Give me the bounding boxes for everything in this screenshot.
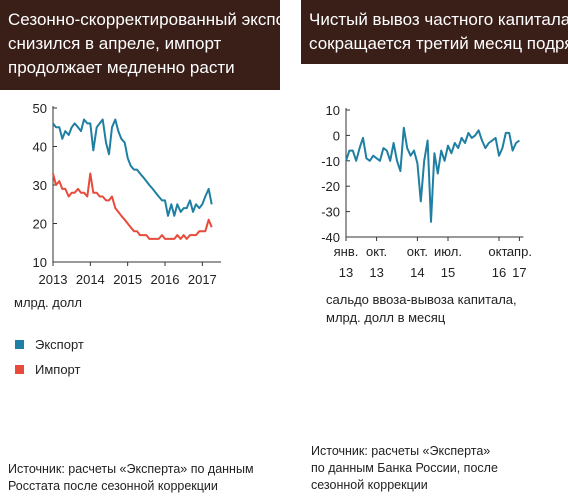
x-tick-year: 17 xyxy=(512,265,526,280)
x-tick-year: 14 xyxy=(410,265,424,280)
legend-swatch-import xyxy=(15,365,24,374)
right-source-line-2: по данным Банка России, после xyxy=(311,461,498,475)
y-tick-label: 30 xyxy=(33,178,47,193)
x-tick-month: окт. xyxy=(407,244,428,259)
y-tick-label: -30 xyxy=(321,205,340,220)
right-source-line-3: сезонной коррекции xyxy=(311,478,428,492)
y-tick-label: -20 xyxy=(321,179,340,194)
right-title-line-1: Чистый вывоз частного капитала xyxy=(309,10,568,29)
x-tick-year: 13 xyxy=(339,265,353,280)
note-line-2: млрд. долл в месяц xyxy=(326,310,446,325)
y-tick-label: -10 xyxy=(321,154,340,169)
right-chart-note: сальдо ввоза-вывоза капитала, млрд. долл… xyxy=(326,291,517,327)
right-source-line-1: Источник: расчеты «Эксперта» xyxy=(311,444,491,458)
x-tick-month: апр. xyxy=(507,244,532,259)
left-title-line-1: Сезонно-скорректированный экспорт xyxy=(8,10,302,29)
x-tick-label: 2017 xyxy=(188,272,217,287)
legend-label-import: Импорт xyxy=(35,362,81,377)
export-import-chart: 10 20 30 40 50 2013 2014 2015 2016 2017 млрд. долл xyxy=(14,101,221,310)
x-tick-month: окт. xyxy=(488,244,509,259)
x-tick-label: 2013 xyxy=(39,272,68,287)
right-chart-title: Чистый вывоз частного капитала сокращает… xyxy=(301,0,568,64)
y-tick-label: -40 xyxy=(321,230,340,245)
right-title-line-2: сокращается третий месяц подряд xyxy=(309,34,568,53)
import-series-line xyxy=(52,172,213,240)
x-tick-year: 15 xyxy=(441,265,455,280)
x-tick-year: 13 xyxy=(369,265,383,280)
legend-label-export: Экспорт xyxy=(35,337,84,352)
left-chart-title: Сезонно-скорректированный экспорт снизил… xyxy=(0,0,302,90)
legend-swatch-export xyxy=(15,340,24,349)
right-source-note: Источник: расчеты «Эксперта» по данным Б… xyxy=(311,443,498,494)
x-tick-label: 2014 xyxy=(76,272,105,287)
x-tick-month: окт. xyxy=(366,244,387,259)
x-tick-label: 2015 xyxy=(113,272,142,287)
x-tick-month: янв. xyxy=(334,244,359,259)
y-tick-label: 40 xyxy=(33,140,47,155)
y-tick-label: 50 xyxy=(33,101,47,116)
legend-item-export: Экспорт xyxy=(15,337,84,352)
left-title-line-3: продолжает медленно расти xyxy=(8,58,235,77)
legend-item-import: Импорт xyxy=(15,362,80,377)
y-tick-label: 10 xyxy=(33,255,47,270)
left-source-line-2: Росстата после сезонной коррекции xyxy=(8,479,218,493)
y-unit-label: млрд. долл xyxy=(14,295,82,310)
capital-flow-line xyxy=(345,126,520,223)
x-tick-year: 16 xyxy=(492,265,506,280)
export-series-line xyxy=(52,118,213,217)
left-source-note: Источник: расчеты «Эксперта» по данным Р… xyxy=(8,461,254,495)
x-tick-month: июл. xyxy=(434,244,462,259)
x-tick-label: 2016 xyxy=(151,272,180,287)
left-source-line-1: Источник: расчеты «Эксперта» по данным xyxy=(8,462,254,476)
left-title-line-2: снизился в апреле, импорт xyxy=(8,34,222,53)
note-line-1: сальдо ввоза-вывоза капитала, xyxy=(326,292,517,307)
y-tick-label: 20 xyxy=(33,217,47,232)
y-tick-label: 0 xyxy=(333,128,340,143)
y-tick-label: 10 xyxy=(326,103,340,118)
